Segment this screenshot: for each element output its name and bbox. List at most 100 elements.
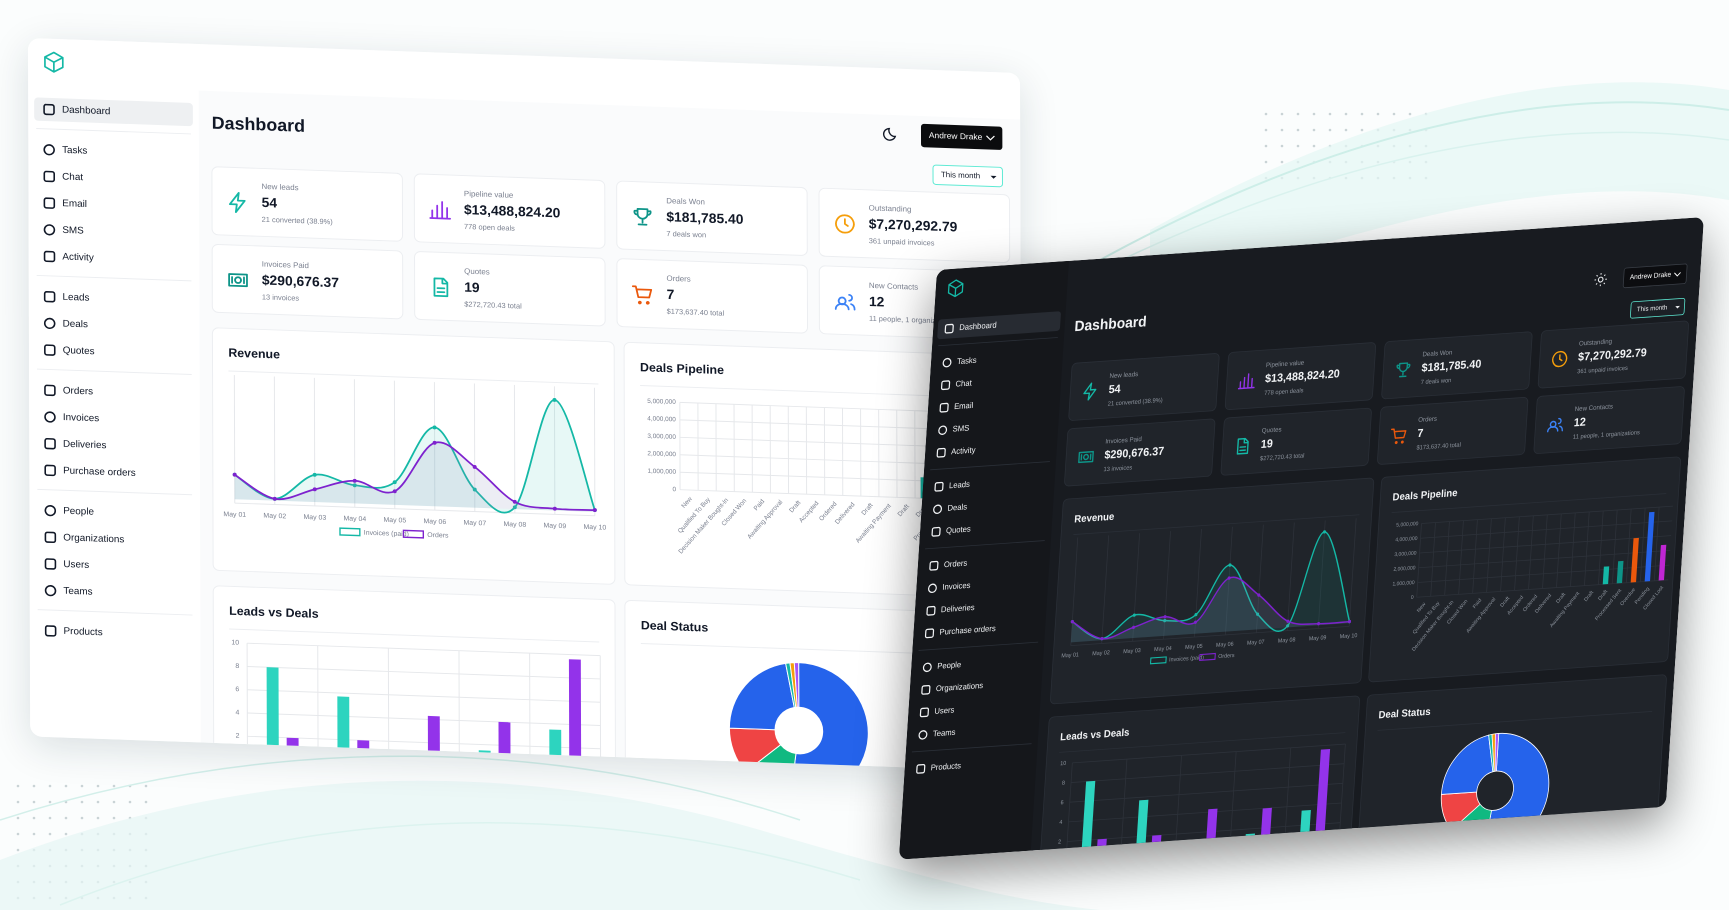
stat-icon-path (429, 201, 452, 220)
stat-value: 7 (667, 287, 675, 302)
x-grid-line (1514, 516, 1520, 591)
grid-line (247, 712, 601, 726)
period-button (1630, 297, 1686, 319)
nav-item[interactable]: Products (44, 625, 103, 638)
nav-label: Purchase orders (63, 465, 136, 478)
stat-label: Outstanding (869, 203, 912, 213)
nav-item[interactable]: People (922, 660, 962, 673)
nav-item[interactable]: SMS (938, 423, 970, 435)
nav-item[interactable]: Teams (918, 728, 956, 740)
nav-label: Deals (947, 502, 967, 513)
nav-label: Purchase orders (939, 624, 996, 637)
nav-item[interactable]: Users (44, 558, 89, 571)
theme-toggle[interactable] (883, 127, 897, 141)
nav-separator (938, 337, 1058, 347)
chart-title-rule (1377, 711, 1653, 731)
nav-icon (43, 317, 56, 330)
stat-sub: 778 open deals (1264, 388, 1304, 397)
wave-line (1079, 131, 1729, 281)
nav-item[interactable]: Deliveries (44, 437, 107, 451)
logo[interactable] (44, 51, 64, 73)
nav-item[interactable]: Dashboard (937, 311, 1061, 340)
stat-card (1381, 331, 1533, 400)
x-grid-line (1416, 523, 1422, 598)
user-menu[interactable]: Andrew Drake (920, 123, 1003, 150)
nav-item[interactable]: SMS (43, 224, 84, 237)
y-tick-label: 6 (235, 686, 239, 693)
nav-label: Chat (955, 378, 973, 388)
nav-item[interactable]: Invoices (44, 411, 99, 425)
nav-item[interactable]: Deals (43, 317, 88, 330)
y-tick-label: 4,000,000 (647, 415, 676, 423)
stat-icon (834, 294, 856, 311)
nav-item[interactable]: Organizations (921, 681, 984, 695)
logo[interactable] (947, 279, 964, 298)
x-grid-line (1286, 522, 1295, 631)
x-grid-line (1472, 519, 1478, 594)
user-menu[interactable]: Andrew Drake (1622, 263, 1688, 289)
stat-label: New Contacts (1574, 403, 1613, 413)
nav-item[interactable]: Orders (44, 384, 93, 398)
stat-label: New leads (262, 182, 299, 192)
nav-item[interactable]: Chat (43, 170, 83, 184)
nav-item[interactable]: Teams (44, 585, 93, 598)
stat-card (414, 251, 606, 327)
nav-item[interactable]: Activity (936, 445, 976, 458)
x-tick-label: New (1416, 601, 1427, 613)
y-tick-label: 6 (1060, 800, 1063, 806)
x-tick-label: May 05 (383, 517, 406, 525)
x-tick-label: May 10 (1340, 633, 1358, 640)
nav-item[interactable]: Leads (934, 480, 970, 492)
nav-item[interactable]: Invoices (927, 581, 971, 594)
x-grid-line (1542, 514, 1548, 589)
period-select[interactable]: This month (932, 164, 1003, 188)
nav-item[interactable]: People (44, 505, 95, 518)
nav-item[interactable]: Users (919, 705, 955, 718)
y-tick-label: 2,000,000 (647, 450, 676, 458)
stat-label: Pipeline value (464, 189, 514, 200)
stat-card (1224, 342, 1377, 411)
nav-item[interactable]: Orders (929, 558, 968, 571)
bar (568, 659, 582, 772)
x-tick-label: May 04 (343, 515, 366, 523)
nav-item[interactable]: Dashboard (34, 97, 193, 127)
nav-item[interactable]: Tasks (43, 144, 88, 157)
nav-item[interactable]: Chat (940, 378, 973, 391)
nav-item[interactable]: Quotes (931, 524, 971, 537)
stat-icon-path (228, 273, 248, 288)
nav-icon (944, 323, 954, 334)
nav-label: Email (62, 198, 87, 210)
x-tick-label: May 09 (543, 522, 566, 530)
nav-item[interactable]: Products (916, 761, 962, 774)
theme-toggle[interactable] (1594, 272, 1607, 287)
nav-item[interactable]: Quotes (44, 344, 95, 358)
nav-item[interactable]: Leads (43, 291, 90, 304)
series-point (392, 489, 397, 494)
series-area (234, 399, 595, 513)
nav-item[interactable]: Organizations (44, 531, 124, 546)
stat-icon-path (633, 207, 652, 226)
nav-item[interactable]: Activity (43, 250, 94, 264)
nav-icon (931, 526, 941, 537)
nav-item[interactable]: Deliveries (926, 603, 975, 616)
nav-item[interactable]: Email (939, 401, 974, 413)
chevron (986, 135, 995, 141)
x-tick-label: May 04 (1154, 646, 1172, 653)
stat-card (413, 173, 606, 249)
stat-value: $7,270,292.79 (1578, 347, 1647, 364)
donut-segment (728, 662, 795, 731)
series-point (1228, 563, 1232, 567)
chart-title: Deals Pipeline (640, 360, 724, 377)
stat-sub: 7 deals won (1420, 378, 1451, 386)
period-select[interactable]: This month (1630, 297, 1686, 319)
nav-item[interactable]: Deals (933, 502, 967, 515)
nav-item[interactable]: Purchase orders (44, 464, 136, 479)
nav-label: Chat (62, 172, 83, 184)
x-tick-label: May 05 (1185, 644, 1203, 651)
nav-item[interactable]: Email (43, 197, 87, 210)
nav-item[interactable]: Tasks (942, 356, 977, 368)
stat-icon-path (631, 285, 653, 305)
series-point (1131, 625, 1136, 629)
nav-separator (911, 743, 1032, 753)
nav-item[interactable]: Purchase orders (924, 624, 996, 639)
